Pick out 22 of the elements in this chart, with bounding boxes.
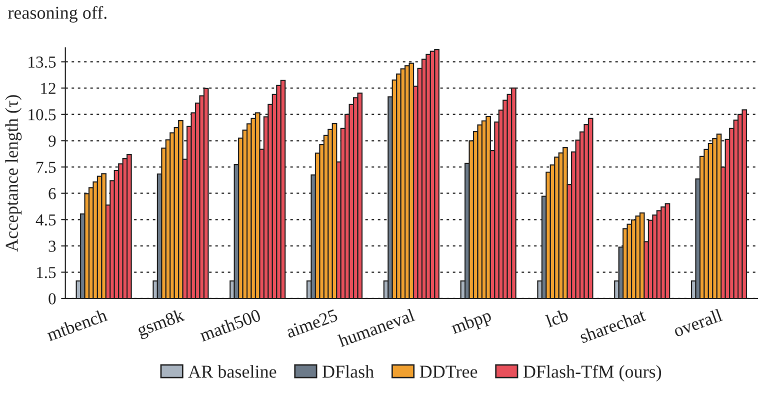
y-tick-label: 12	[41, 82, 56, 94]
y-tick-label: 9	[48, 135, 56, 147]
y-tick-label: 3	[48, 240, 56, 252]
legend-label: DFlash	[322, 365, 374, 378]
legend-label: DFlash-TfM (ours)	[523, 364, 662, 382]
legend-label: DDTree	[420, 366, 478, 378]
x-tick-label: gsm8k	[136, 308, 186, 340]
y-tick-label: 6	[48, 188, 56, 200]
y-tick-label: 1.5	[36, 266, 56, 278]
y-tick-label: 4.5	[36, 214, 56, 226]
x-tick-label: overall	[672, 308, 724, 338]
x-tick-label: mbpp	[450, 308, 494, 338]
y-tick-label: 7.5	[36, 162, 56, 174]
y-tick-label: 13.5	[28, 56, 56, 68]
y-tick-label: 10.5	[28, 109, 56, 120]
y-axis-title: Acceptance length (τ)	[5, 95, 22, 252]
x-tick-label: lcb	[544, 308, 569, 328]
text: reasoning off.	[8, 6, 106, 23]
x-tick-label: mtbench	[46, 308, 108, 342]
x-tick-label: aime25	[285, 309, 338, 338]
y-tick-label: 0	[48, 293, 56, 304]
legend-label: AR baseline	[188, 365, 276, 378]
